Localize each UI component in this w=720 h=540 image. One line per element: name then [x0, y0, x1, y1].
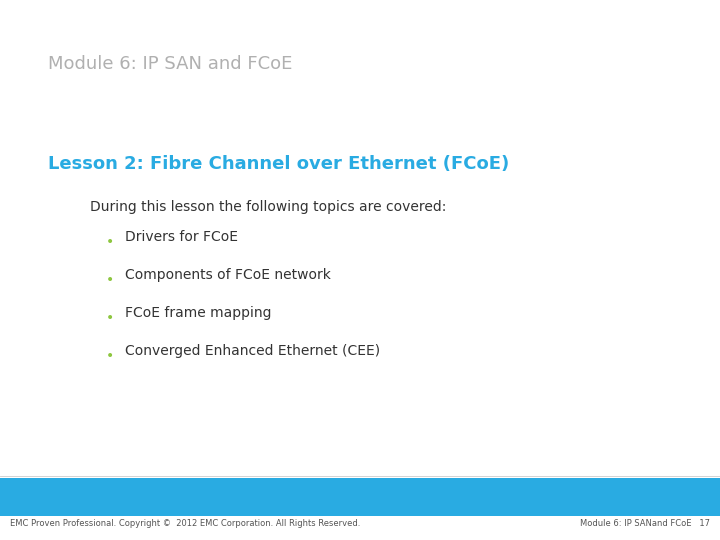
Text: Components of FCoE network: Components of FCoE network — [125, 268, 331, 282]
Text: Module 6: IP SANand FCoE   17: Module 6: IP SANand FCoE 17 — [580, 519, 710, 529]
Text: Drivers for FCoE: Drivers for FCoE — [125, 230, 238, 244]
Text: •: • — [106, 349, 114, 363]
Text: Lesson 2: Fibre Channel over Ethernet (FCoE): Lesson 2: Fibre Channel over Ethernet (F… — [48, 155, 509, 173]
Bar — [0, 478, 720, 516]
Text: Converged Enhanced Ethernet (CEE): Converged Enhanced Ethernet (CEE) — [125, 344, 380, 358]
Text: •: • — [106, 311, 114, 325]
Text: During this lesson the following topics are covered:: During this lesson the following topics … — [90, 200, 446, 214]
Text: •: • — [106, 273, 114, 287]
Text: FCoE frame mapping: FCoE frame mapping — [125, 306, 271, 320]
Text: Module 6: IP SAN and FCoE: Module 6: IP SAN and FCoE — [48, 55, 292, 73]
Text: •: • — [106, 235, 114, 249]
Text: EMC Proven Professional. Copyright ©  2012 EMC Corporation. All Rights Reserved.: EMC Proven Professional. Copyright © 201… — [10, 519, 361, 529]
